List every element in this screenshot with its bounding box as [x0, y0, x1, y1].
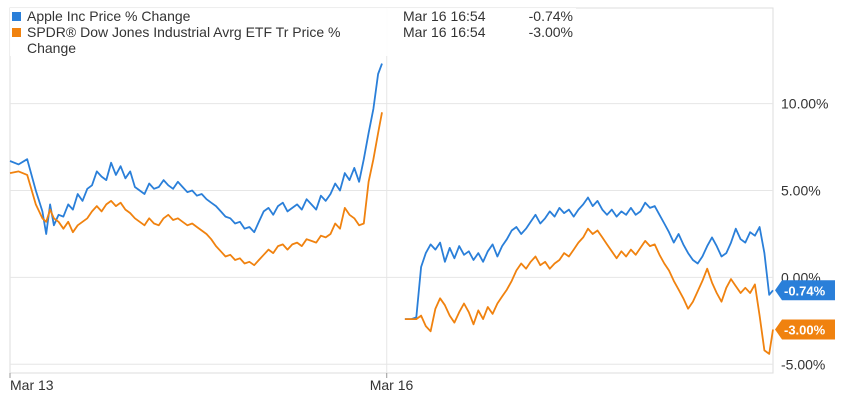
x-tick-label: Mar 16 [370, 377, 414, 393]
last-value-tag-bg [775, 280, 835, 301]
y-tick-label: -5.00% [781, 356, 825, 372]
series-line-dia [9, 112, 383, 267]
last-value-label: -0.74% [784, 283, 826, 298]
gridlines [9, 7, 774, 374]
last-value-tags: -0.74% -3.00% [775, 280, 835, 340]
series-line-apple [9, 63, 383, 235]
legend-swatch-dia [12, 28, 21, 37]
axes: 10.00%5.00%0.00%-5.00%Mar 13 Mar 16 [9, 96, 828, 393]
legend-value: -0.74% [528, 8, 573, 24]
legend-series-name: Apple Inc Price % Change [27, 8, 191, 24]
last-value-tag-bg [775, 319, 835, 340]
legend-timestamp: Mar 16 16:54 [403, 8, 486, 24]
x-tick-label: Mar 13 [10, 377, 54, 393]
series-line-dia [404, 227, 774, 355]
legend-swatch-apple [12, 12, 21, 21]
y-tick-label: 10.00% [781, 96, 828, 112]
legend-timestamp: Mar 16 16:54 [403, 24, 486, 40]
legend: Apple Inc Price % Change Mar 16 16:54 -0… [10, 8, 576, 56]
legend-series-name: SPDR® Dow Jones Industrial Avrg ETF Tr P… [27, 24, 341, 56]
series-line-apple [404, 196, 774, 320]
last-value-label: -3.00% [784, 323, 826, 338]
legend-item: Apple Inc Price % Change Mar 16 16:54 -0… [10, 8, 576, 24]
legend-item: SPDR® Dow Jones Industrial Avrg ETF Tr P… [10, 24, 576, 56]
y-tick-label: 5.00% [781, 183, 821, 199]
series-lines [9, 63, 774, 355]
legend-value: -3.00% [528, 24, 573, 40]
